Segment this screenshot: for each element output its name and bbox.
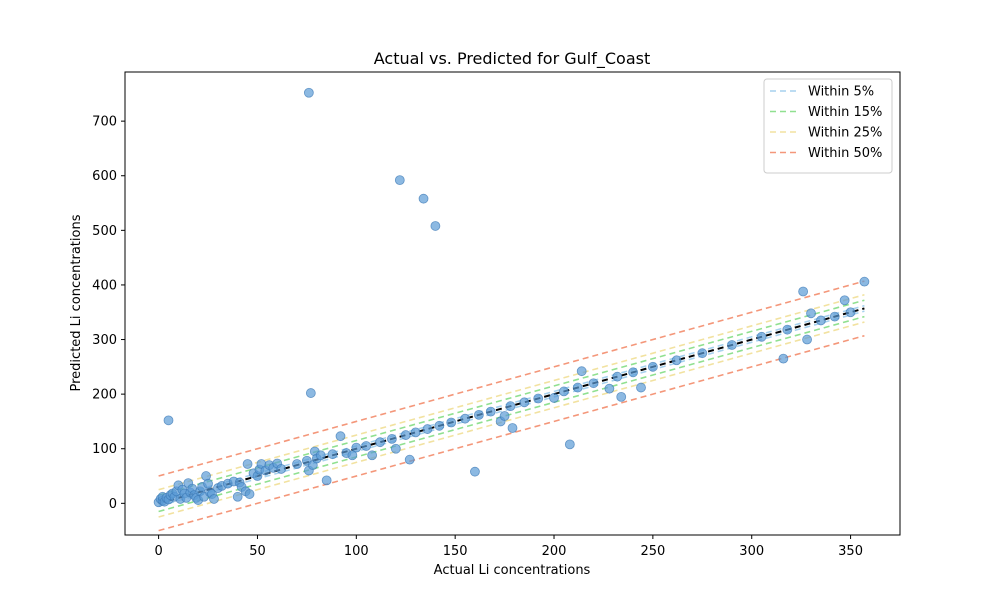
- y-tick-label: 200: [92, 388, 117, 403]
- data-point: [335, 431, 346, 442]
- data-point: [533, 393, 544, 404]
- data-point: [798, 286, 809, 297]
- data-point: [671, 355, 682, 366]
- legend-label: Within 25%: [808, 126, 882, 141]
- data-point: [616, 391, 627, 402]
- data-point: [845, 307, 856, 318]
- y-tick-label: 300: [92, 333, 117, 348]
- data-point: [305, 388, 316, 398]
- legend-label: Within 15%: [808, 105, 882, 120]
- data-point: [209, 494, 219, 504]
- data-point: [327, 449, 338, 460]
- data-point: [361, 441, 372, 451]
- band-line-25-upper: [158, 293, 865, 491]
- data-point: [367, 450, 378, 461]
- band-line-25-lower: [158, 321, 865, 518]
- data-point: [519, 397, 530, 408]
- band-line-15-lower: [158, 315, 865, 513]
- x-tick-label: 150: [443, 544, 468, 559]
- y-tick-label: 100: [92, 442, 117, 457]
- data-point: [390, 443, 401, 454]
- chart-title: Actual vs. Predicted for Gulf_Coast: [374, 49, 650, 69]
- y-axis-label: Predicted Li concentrations: [69, 214, 84, 391]
- x-tick-label: 350: [838, 544, 863, 559]
- data-point: [802, 334, 812, 345]
- data-point: [292, 459, 302, 469]
- data-point: [816, 315, 826, 326]
- data-point: [727, 340, 737, 350]
- band-line-5-lower: [158, 310, 865, 507]
- data-point: [418, 193, 429, 204]
- data-point: [394, 175, 405, 186]
- data-point: [315, 450, 326, 461]
- data-point: [572, 382, 583, 393]
- data-point: [244, 489, 255, 499]
- data-point: [778, 353, 789, 364]
- data-point: [404, 454, 415, 465]
- data-point: [859, 276, 870, 287]
- data-point: [351, 442, 362, 453]
- data-point: [576, 366, 587, 377]
- data-point: [470, 466, 480, 477]
- y-tick-label: 600: [92, 169, 117, 184]
- plot-frame: [124, 71, 901, 536]
- y-tick-label: 400: [92, 278, 117, 293]
- x-tick-label: 200: [542, 544, 567, 559]
- data-point: [647, 361, 658, 372]
- data-point: [321, 475, 332, 486]
- data-point: [434, 420, 445, 431]
- x-tick-label: 300: [739, 544, 764, 559]
- legend-label: Within 50%: [808, 146, 882, 161]
- x-axis-label: Actual Li concentrations: [434, 563, 591, 578]
- data-point: [588, 378, 599, 389]
- y-tick-label: 0: [109, 497, 117, 512]
- legend-box: [763, 78, 893, 174]
- x-tick-label: 250: [640, 544, 665, 559]
- data-point: [485, 406, 496, 417]
- data-point: [839, 295, 850, 306]
- data-point: [242, 459, 253, 469]
- legend-label: Within 5%: [808, 85, 874, 100]
- data-point: [410, 427, 421, 438]
- data-point: [430, 221, 441, 231]
- data-point: [829, 311, 840, 322]
- data-point: [276, 464, 287, 474]
- x-tick-label: 50: [249, 544, 266, 559]
- x-tick-label: 0: [154, 544, 162, 559]
- data-point: [446, 417, 457, 428]
- data-point: [460, 413, 470, 424]
- data-point: [375, 437, 385, 448]
- data-point: [499, 411, 510, 421]
- data-point: [507, 423, 518, 433]
- data-point: [559, 386, 569, 397]
- data-point: [628, 367, 638, 378]
- band-line-50-upper: [158, 280, 865, 477]
- data-point: [422, 424, 433, 434]
- data-point: [473, 409, 484, 420]
- data-point: [549, 393, 559, 403]
- data-point: [604, 383, 615, 394]
- data-point: [203, 478, 213, 489]
- band-line-50-lower: [158, 334, 865, 532]
- data-point: [697, 348, 708, 359]
- data-point: [806, 308, 816, 319]
- y-tick-label: 500: [92, 224, 117, 239]
- data-point: [232, 491, 243, 502]
- data-point: [612, 371, 623, 382]
- data-point: [782, 324, 793, 335]
- plot-area: [153, 87, 870, 532]
- data-point: [636, 382, 646, 393]
- data-point: [347, 450, 358, 461]
- data-point: [564, 439, 575, 450]
- data-point: [400, 430, 411, 440]
- x-tick-label: 100: [344, 544, 369, 559]
- data-point: [505, 401, 516, 412]
- data-point: [303, 87, 314, 98]
- data-point: [387, 434, 397, 444]
- data-point: [163, 415, 174, 426]
- y-tick-label: 700: [92, 115, 117, 130]
- data-point: [756, 331, 767, 342]
